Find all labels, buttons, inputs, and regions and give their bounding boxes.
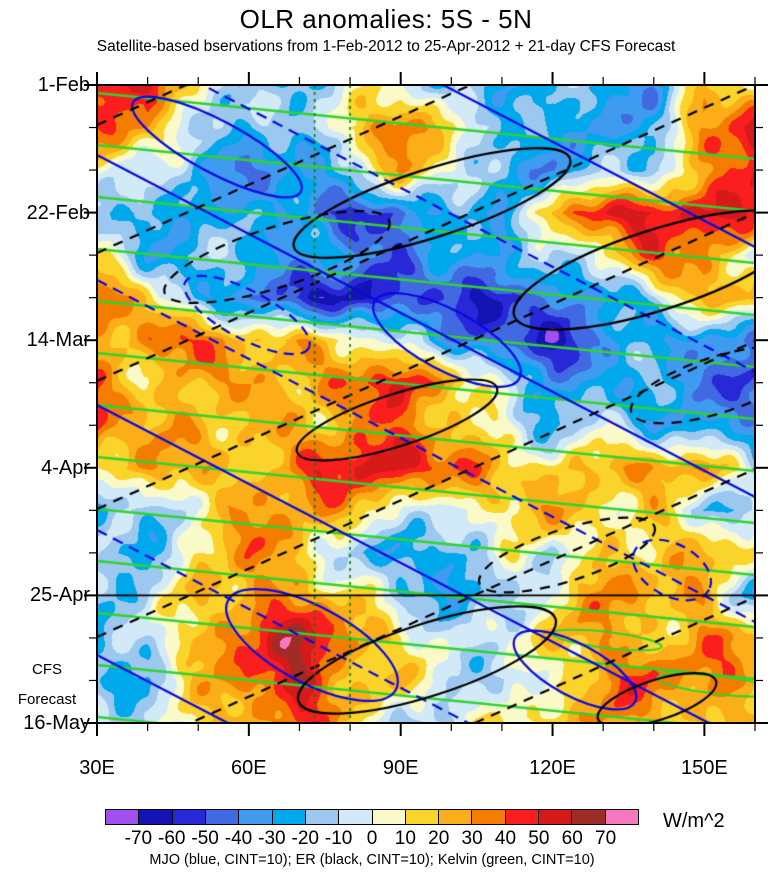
colorbar-cell xyxy=(604,810,638,824)
colorbar-tick-label: -30 xyxy=(258,828,286,849)
y-axis-tick-label: 25-Apr xyxy=(29,584,90,607)
colorbar-cell xyxy=(538,810,572,824)
colorbar-tick-label: 0 xyxy=(366,828,378,849)
colorbar-tick-label: 30 xyxy=(461,828,483,849)
x-axis-tick-label: 90E xyxy=(382,757,419,779)
y-axis-tick-label: 16-May xyxy=(23,712,90,734)
colorbar-tick-label: 60 xyxy=(561,828,583,849)
colorbar-tick-label: 70 xyxy=(595,828,617,849)
cfs-forecast-label: CFS Forecast xyxy=(4,655,90,715)
colorbar-cell xyxy=(504,810,539,824)
chart-subtitle: Satellite-based bservations from 1-Feb-2… xyxy=(96,38,676,55)
x-axis-tick-label: 30E xyxy=(79,757,115,779)
cfs-forecast-label-line2: Forecast xyxy=(17,691,77,708)
colorbar-cell xyxy=(338,810,372,824)
colorbar-cell xyxy=(171,810,205,824)
contour-legend-caption: MJO (blue, CINT=10); ER (black, CINT=10)… xyxy=(149,852,595,868)
colorbar-tick-label: -60 xyxy=(158,828,186,849)
colorbar-cell xyxy=(571,810,605,824)
x-axis-tick-label: 150E xyxy=(681,757,728,779)
y-axis-tick-label: 1-Feb xyxy=(37,74,90,96)
colorbar-tick-label: -20 xyxy=(291,828,319,849)
colorbar-cell xyxy=(138,810,172,824)
colorbar-tick-label: -10 xyxy=(324,828,353,849)
cfs-forecast-label-line1: CFS xyxy=(32,661,62,678)
y-axis-tick-label: 22-Feb xyxy=(26,201,90,224)
colorbar-tick-label: 40 xyxy=(494,828,517,849)
x-axis-tick-label: 60E xyxy=(231,757,267,779)
x-axis-tick-label: 120E xyxy=(529,757,576,779)
colorbar-tick-label: 50 xyxy=(528,828,550,849)
colorbar-cell xyxy=(304,810,339,824)
colorbar-cell xyxy=(371,810,405,824)
colorbar-tick-label: -70 xyxy=(124,828,153,849)
colorbar-cell xyxy=(471,810,505,824)
colorbar-cell xyxy=(404,810,439,824)
colorbar-cell xyxy=(204,810,239,824)
colorbar xyxy=(105,809,639,825)
colorbar-cell xyxy=(438,810,472,824)
heatmap-plot-area xyxy=(97,85,755,723)
colorbar-tick-label: 10 xyxy=(394,828,416,849)
colorbar-tick-label: 20 xyxy=(428,828,450,849)
colorbar-tick-label: -40 xyxy=(224,828,253,849)
chart-title: OLR anomalies: 5S - 5N xyxy=(239,4,533,34)
colorbar-unit-label: W/m^2 xyxy=(663,810,725,832)
colorbar-cell xyxy=(106,810,139,824)
colorbar-tick-label: -50 xyxy=(191,828,219,849)
y-axis-tick-label: 4-Apr xyxy=(41,456,90,479)
y-axis-tick-label: 14-Mar xyxy=(26,329,90,352)
colorbar-cell xyxy=(238,810,272,824)
colorbar-cell xyxy=(271,810,305,824)
